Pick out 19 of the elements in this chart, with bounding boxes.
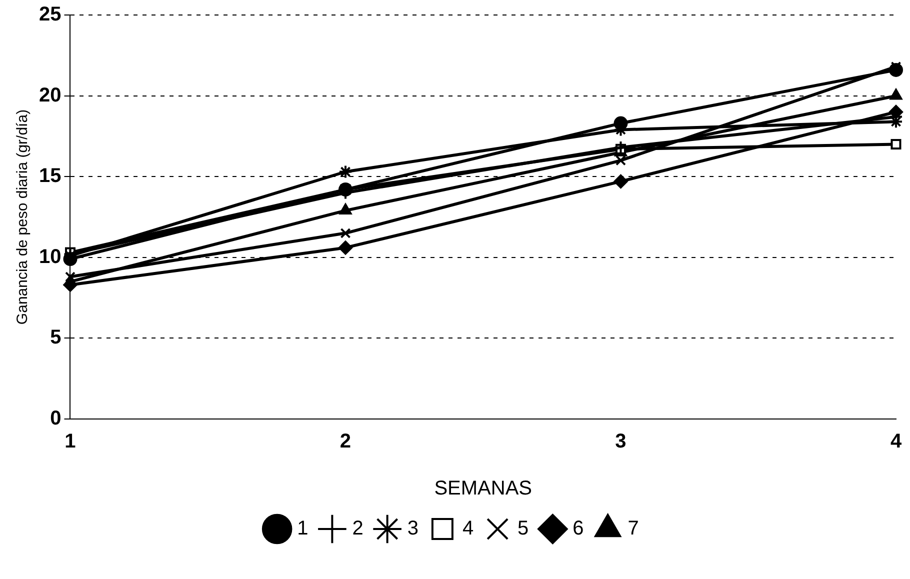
y-tick-label: 0 — [50, 408, 62, 430]
x-axis-title: SEMANAS — [434, 478, 532, 500]
x-tick-label: 3 — [615, 430, 626, 453]
legend-label: 7 — [628, 518, 639, 540]
legend-label: 1 — [297, 518, 308, 540]
legend-label: 6 — [572, 518, 584, 540]
y-tick-label: 20 — [38, 84, 62, 106]
y-tick-label: 5 — [50, 326, 62, 349]
y-tick-label: 15 — [38, 165, 62, 188]
legend-label: 5 — [518, 518, 529, 540]
legend-label: 3 — [407, 518, 418, 540]
x-tick-label: 4 — [890, 430, 902, 453]
legend-label: 4 — [462, 518, 474, 540]
y-axis-title: Ganancia de peso diaria (gr/día) — [14, 109, 32, 325]
x-tick-label: 2 — [340, 430, 352, 453]
y-tick-label: 10 — [38, 246, 62, 268]
legend-label: 2 — [352, 518, 364, 540]
x-tick-label: 1 — [64, 430, 76, 453]
y-tick-label: 25 — [38, 4, 62, 26]
